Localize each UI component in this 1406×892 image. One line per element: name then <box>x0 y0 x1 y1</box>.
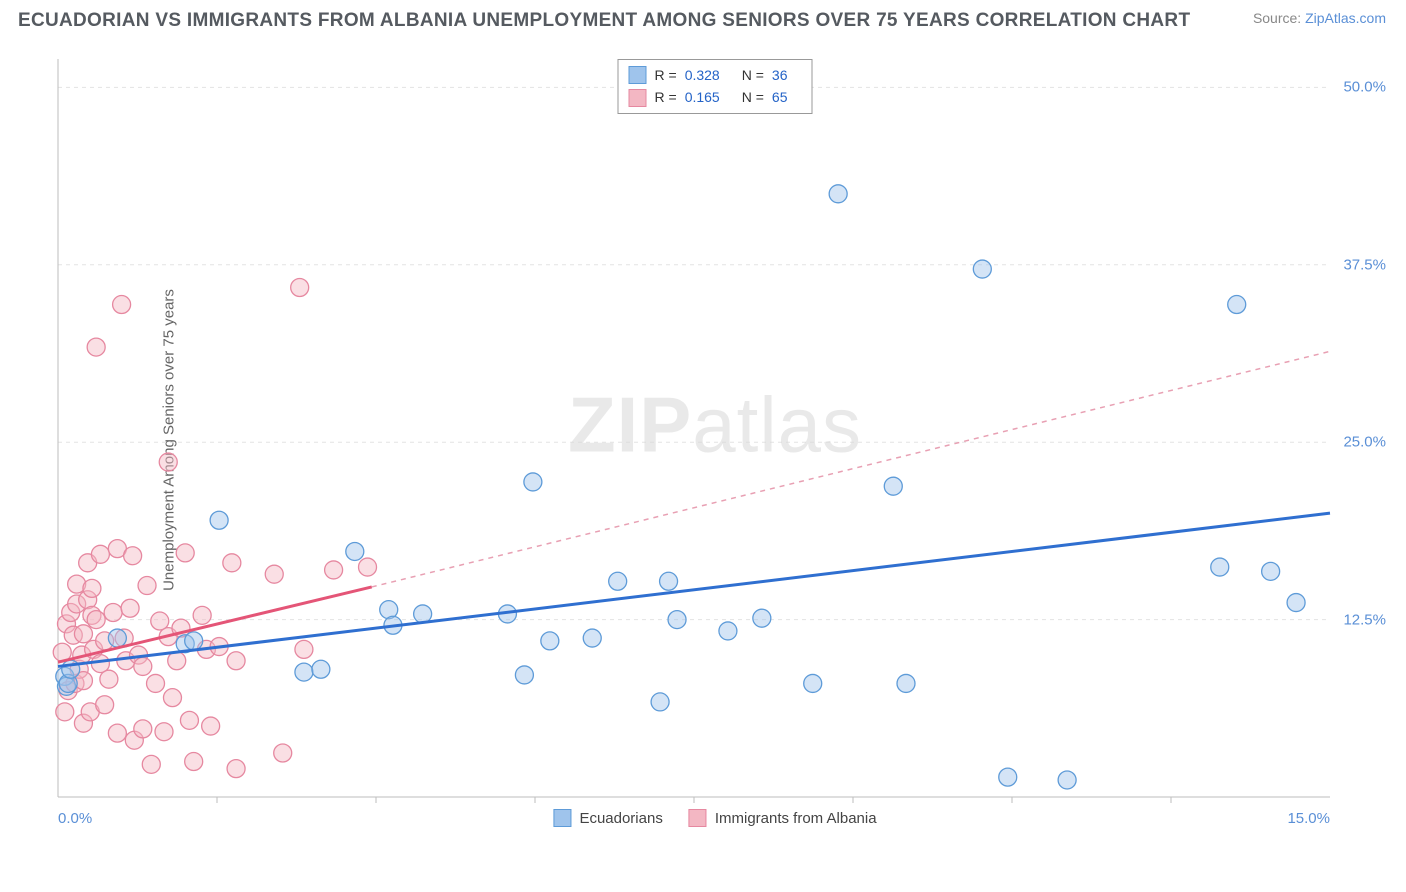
legend-series: Ecuadorians Immigrants from Albania <box>553 809 876 827</box>
x-tick-label-right: 15.0% <box>1287 810 1330 827</box>
swatch-ecuadorians <box>629 66 647 84</box>
y-tick-label: 25.0% <box>1343 434 1386 451</box>
legend-label-albania: Immigrants from Albania <box>715 810 877 827</box>
source-label: Source: ZipAtlas.com <box>1253 10 1386 26</box>
n-value-ecuadorians: 36 <box>772 64 788 86</box>
legend-correlation: R = 0.328 N = 36 R = 0.165 N = 65 <box>618 59 813 114</box>
swatch-albania <box>629 89 647 107</box>
y-tick-label: 12.5% <box>1343 611 1386 628</box>
legend-label-ecuadorians: Ecuadorians <box>579 810 662 827</box>
scatter-plot <box>50 55 1380 825</box>
x-tick-label-left: 0.0% <box>58 810 92 827</box>
legend-item-ecuadorians: Ecuadorians <box>553 809 662 827</box>
n-label: N = <box>742 86 764 108</box>
r-label: R = <box>655 64 677 86</box>
r-value-albania: 0.165 <box>685 86 720 108</box>
swatch-ecuadorians <box>553 809 571 827</box>
chart-area: Unemployment Among Seniors over 75 years… <box>50 55 1380 825</box>
chart-title: ECUADORIAN VS IMMIGRANTS FROM ALBANIA UN… <box>18 10 1190 32</box>
n-label: N = <box>742 64 764 86</box>
y-tick-label: 37.5% <box>1343 256 1386 273</box>
legend-row-albania: R = 0.165 N = 65 <box>629 86 802 108</box>
n-value-albania: 65 <box>772 86 788 108</box>
r-label: R = <box>655 86 677 108</box>
legend-row-ecuadorians: R = 0.328 N = 36 <box>629 64 802 86</box>
source-prefix: Source: <box>1253 10 1305 26</box>
source-link[interactable]: ZipAtlas.com <box>1305 10 1386 26</box>
legend-item-albania: Immigrants from Albania <box>689 809 877 827</box>
r-value-ecuadorians: 0.328 <box>685 64 720 86</box>
swatch-albania <box>689 809 707 827</box>
y-tick-label: 50.0% <box>1343 79 1386 96</box>
